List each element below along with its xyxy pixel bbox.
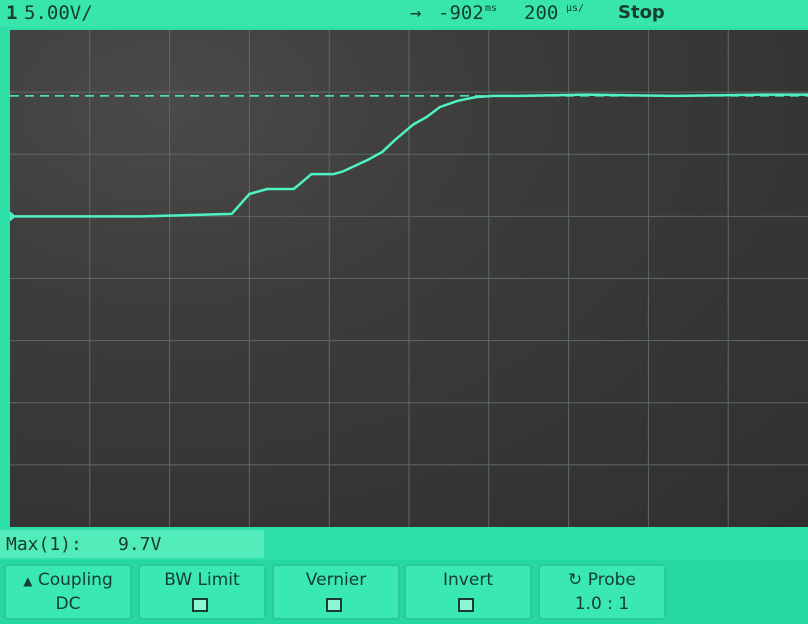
time-scale: 200: [524, 2, 559, 24]
bw-limit-checkbox[interactable]: [192, 598, 208, 612]
vernier-softkey[interactable]: Vernier: [272, 564, 400, 620]
invert-checkbox[interactable]: [458, 598, 474, 612]
coupling-softkey[interactable]: ▲ Coupling DC: [4, 564, 132, 620]
time-offset-unit: ms: [485, 3, 498, 14]
time-offset: -902: [438, 2, 484, 24]
channel-1-waveform: [10, 93, 808, 218]
up-triangle-icon: ▲: [23, 574, 33, 588]
run-state-indicator: Stop: [618, 2, 665, 23]
channel-number[interactable]: 1: [6, 2, 18, 24]
ground-marker-icon: [10, 211, 16, 222]
waveform-plot: [10, 30, 808, 527]
vernier-checkbox[interactable]: [326, 598, 342, 612]
channel-scale: 5.00V/: [24, 2, 93, 24]
invert-softkey[interactable]: Invert: [404, 564, 532, 620]
probe-value: 1.0 : 1: [574, 594, 630, 614]
probe-label: Probe: [587, 570, 636, 590]
invert-label: Invert: [443, 570, 493, 590]
rotate-knob-icon: ↻: [568, 570, 583, 590]
coupling-label: Coupling: [37, 570, 113, 590]
vernier-label: Vernier: [305, 570, 367, 590]
status-bar: 1 5.00V/ → -902 ms 200 μs/ Stop: [0, 0, 808, 27]
time-scale-unit: μs/: [566, 3, 585, 14]
coupling-value: DC: [55, 594, 81, 614]
bw-limit-softkey[interactable]: BW Limit: [138, 564, 266, 620]
measurement-value: 9.7V: [118, 534, 162, 555]
probe-softkey[interactable]: ↻ Probe 1.0 : 1: [538, 564, 666, 620]
measurement-readout: Max(1): 9.7V: [0, 530, 264, 558]
measurement-label: Max(1):: [6, 534, 82, 555]
waveform-graticule: [10, 30, 808, 527]
softkey-menu: ▲ Coupling DC BW Limit Vernier Invert ↻ …: [0, 560, 808, 624]
bw-limit-label: BW Limit: [164, 570, 240, 590]
trigger-arrow-icon: →: [410, 2, 422, 24]
